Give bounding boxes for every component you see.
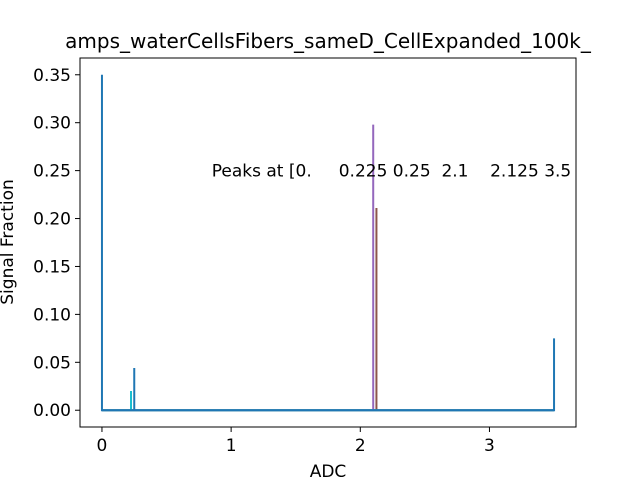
y-axis-label: Signal Fraction	[0, 179, 18, 304]
y-tick-label: 0.35	[33, 66, 71, 86]
series-layer	[100, 74, 556, 412]
series-line-2	[101, 208, 555, 412]
y-tick-label: 0.25	[33, 162, 71, 182]
x-axis-label: ADC	[310, 462, 347, 480]
y-tick-label: 0.10	[33, 305, 71, 325]
x-tick-label: 3	[484, 436, 495, 456]
y-tick-label: 0.30	[33, 114, 71, 134]
peaks-annotation: Peaks at [0. 0.225 0.25 2.1 2.125 3.5	[212, 162, 571, 182]
y-tick-label: 0.00	[33, 401, 71, 421]
x-tick-label: 0	[97, 436, 108, 456]
y-tick-label: 0.05	[33, 353, 71, 373]
series-line-4	[100, 74, 556, 412]
y-tick-label: 0.20	[33, 210, 71, 230]
plot-frame	[79, 57, 577, 428]
x-tick-label: 1	[226, 436, 237, 456]
x-axis: 0 1 2 3	[97, 427, 495, 456]
y-axis: 0.00 0.05 0.10 0.15 0.20 0.25 0.30 0.35	[33, 66, 80, 421]
y-tick-label: 0.15	[33, 257, 71, 277]
x-tick-label: 2	[355, 436, 366, 456]
chart-title: amps_waterCellsFibers_sameD_CellExpanded…	[65, 29, 592, 53]
series-line-3	[101, 391, 555, 412]
